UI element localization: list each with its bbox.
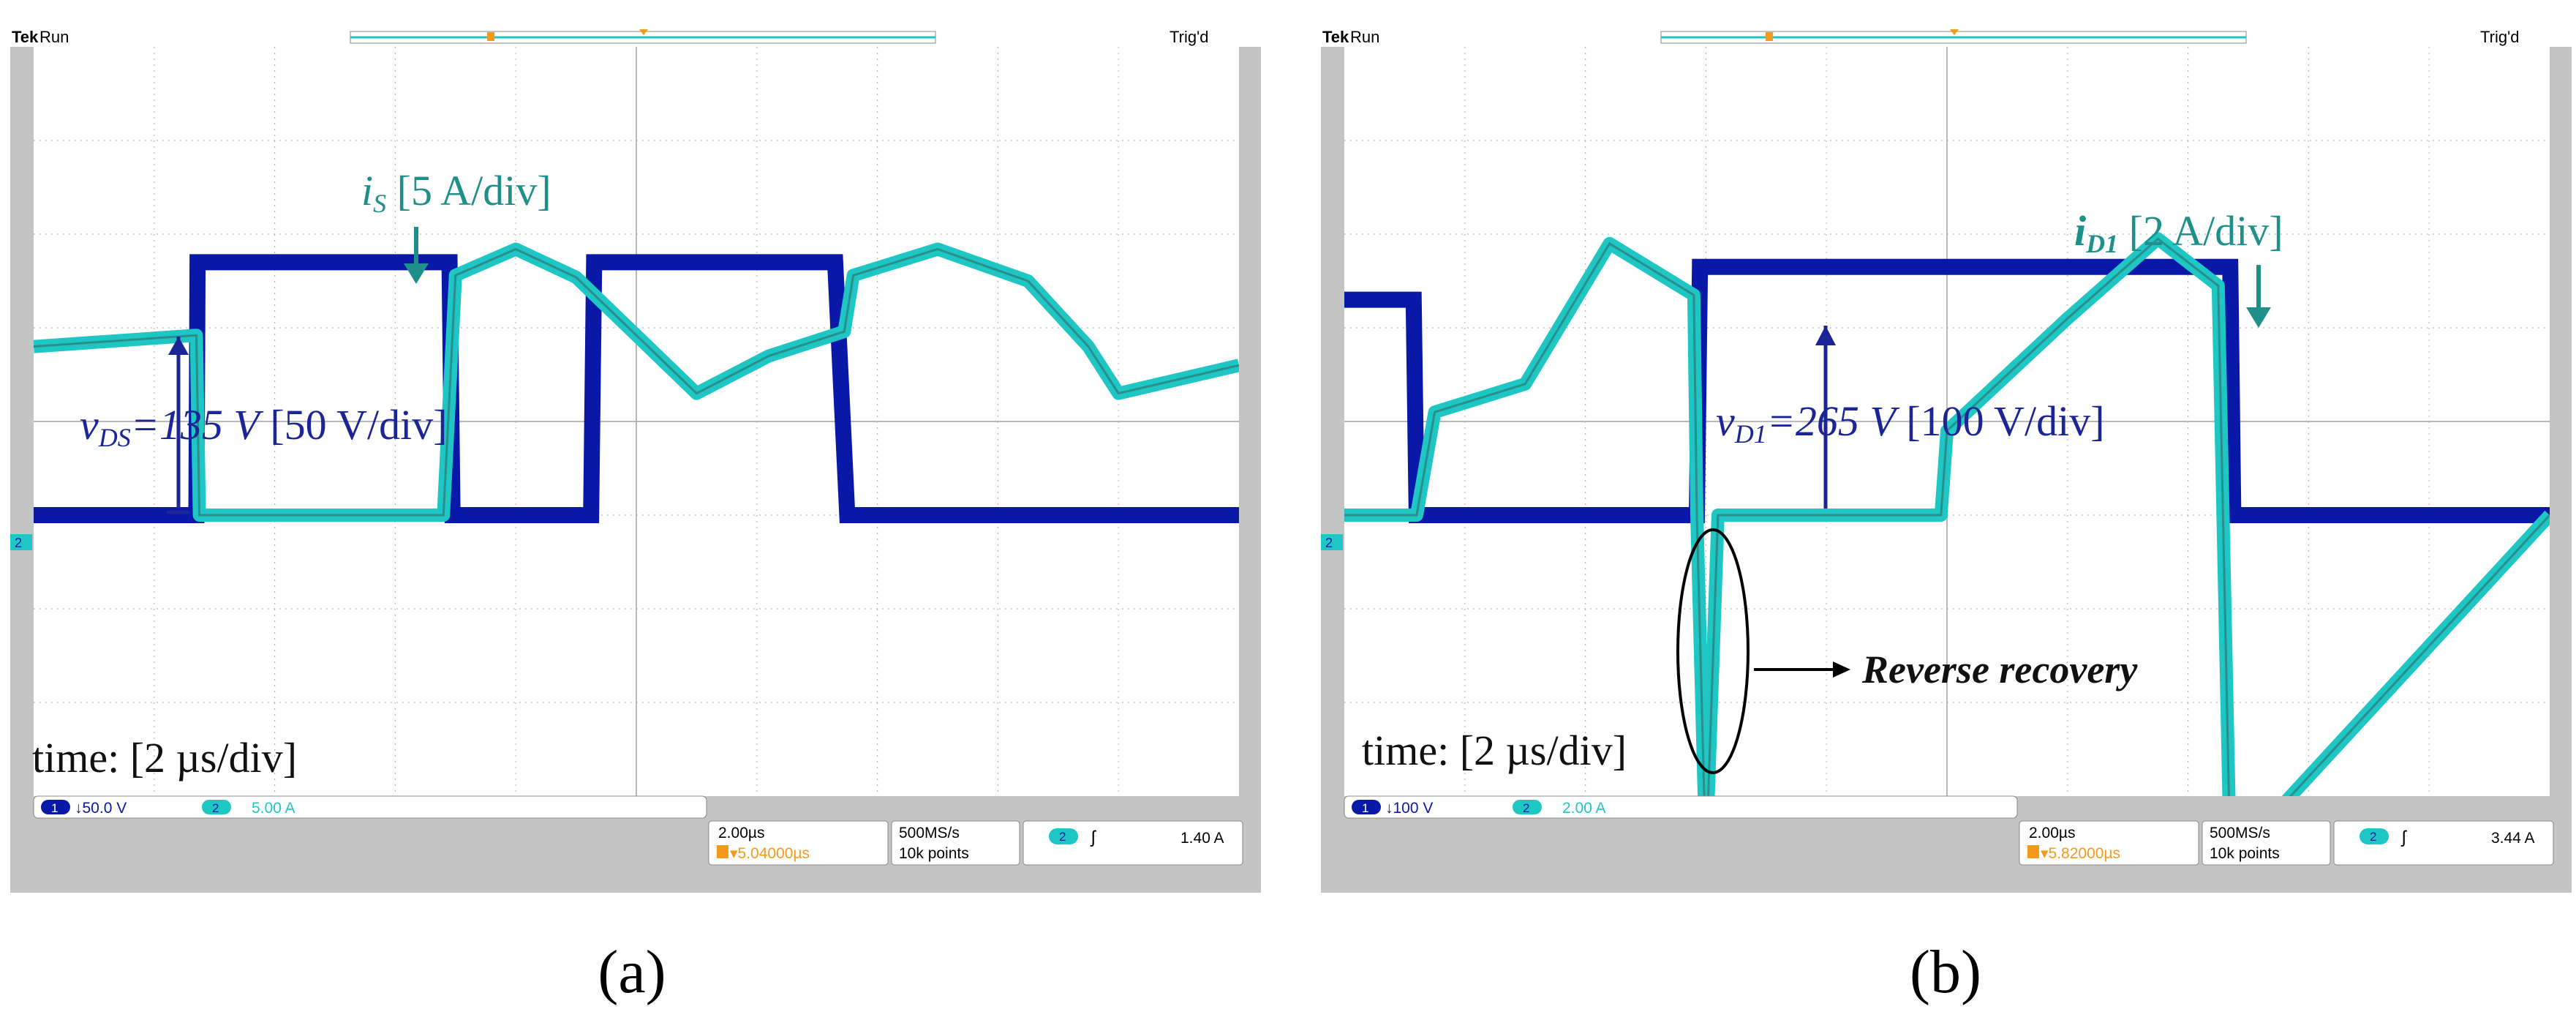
voltage-arrowhead-up-icon xyxy=(1815,326,1836,345)
ch2-ground-marker xyxy=(1321,534,1343,550)
trigger-source-badge xyxy=(1049,828,1078,844)
ch1-badge xyxy=(1352,800,1381,814)
scope-screen-b: Tek Run Trig'd T 2 iD1 [2 A/div] vD1=265… xyxy=(1321,28,2572,893)
series-vds-trace xyxy=(34,254,1239,523)
channel-readout-box xyxy=(1344,795,2018,819)
expansion-point-icon xyxy=(1950,29,1959,35)
ch2-scale: 2.00 A xyxy=(1562,800,1606,817)
current-annotation: iS [5 A/div] xyxy=(361,167,551,218)
ch1-scale: ↓100 V xyxy=(1385,800,1433,817)
timebase: 2.00µs xyxy=(718,825,764,841)
ch2-badge-num: 2 xyxy=(212,801,219,815)
trigger-slope-icon: ʃ xyxy=(2400,828,2407,847)
reverse-recovery-arrowhead-icon xyxy=(1833,661,1850,678)
acquisition-box xyxy=(2202,820,2331,866)
record-length: 10k points xyxy=(899,845,969,862)
series-is-trace-core xyxy=(34,247,1239,517)
trigger-position: ▾5.04000µs xyxy=(730,845,810,862)
ch1-scale: ↓50.0 V xyxy=(75,800,127,817)
trigger-box xyxy=(2333,820,2554,866)
ch1-badge-num: 1 xyxy=(1362,801,1368,815)
trigger-position: ▾5.82000µs xyxy=(2041,845,2120,862)
trig-pos-t-icon xyxy=(717,845,728,858)
trigger-level: 3.44 A xyxy=(2491,830,2535,847)
trig-pos-t-icon xyxy=(2027,845,2039,858)
current-arrowhead-icon xyxy=(2246,307,2271,328)
panel-label-b: (b) xyxy=(1910,938,1981,1006)
record-length: 10k points xyxy=(2210,845,2280,862)
ch2-ground-marker xyxy=(10,534,32,550)
ch2-ground-text: 2 xyxy=(15,536,22,550)
expansion-point-icon xyxy=(639,29,648,35)
tek-brand: Tek xyxy=(1322,29,1349,46)
voltage-arrowhead-up-icon xyxy=(168,337,189,355)
sample-rate: 500MS/s xyxy=(899,825,960,841)
ch2-ground-text: 2 xyxy=(1325,536,1333,550)
timebase: 2.00µs xyxy=(2029,825,2075,841)
trigger-source: 2 xyxy=(1059,830,1066,844)
voltage-annotation: vD1=265 V [100 V/div] xyxy=(1716,397,2105,449)
current-annotation: iD1 [2 A/div] xyxy=(2074,207,2283,258)
trigger-source-badge xyxy=(2360,828,2389,844)
trigger-level: 1.40 A xyxy=(1180,830,1224,847)
tek-brand: Tek xyxy=(12,29,39,46)
trigger-slope-icon: ʃ xyxy=(1090,828,1096,847)
ch1-badge xyxy=(41,800,70,814)
trigger-position-marker xyxy=(487,32,494,41)
run-status: Run xyxy=(1350,29,1379,46)
timebase-box xyxy=(708,820,889,866)
trigger-position-marker xyxy=(1766,32,1773,41)
sample-rate: 500MS/s xyxy=(2210,825,2270,841)
series-id1-trace-core xyxy=(1344,237,2550,796)
series-vd1-trace xyxy=(1344,258,2550,523)
scope-svg-a: Tek Run Trig'd T 2 iS [5 A/div] vDS=1 xyxy=(10,28,1261,866)
trigger-status: Trig'd xyxy=(2480,29,2520,46)
run-status: Run xyxy=(39,29,69,46)
trigger-status: Trig'd xyxy=(1170,29,1209,46)
acquisition-box xyxy=(891,820,1020,866)
scope-svg-b: Tek Run Trig'd T 2 iD1 [2 A/div] vD1=265… xyxy=(1321,28,2572,866)
graticule-grid xyxy=(34,47,1239,796)
current-arrowhead-icon xyxy=(404,263,429,284)
time-annotation: time: [2 µs/div] xyxy=(1362,727,1627,774)
scope-screen-a: Tek Run Trig'd T 2 iS [5 A/div] vDS=1 xyxy=(10,28,1261,893)
trigger-box xyxy=(1023,820,1243,866)
trigger-source: 2 xyxy=(2370,830,2376,844)
ch1-badge-num: 1 xyxy=(51,801,58,815)
time-annotation: time: [2 µs/div] xyxy=(32,734,297,781)
reverse-recovery-ellipse xyxy=(1676,528,1750,774)
voltage-annotation: vDS=135 V [50 V/div] xyxy=(80,401,448,452)
timebase-box xyxy=(2019,820,2199,866)
channel-readout-box xyxy=(33,795,707,819)
ch2-badge xyxy=(1513,800,1542,814)
ch2-badge-num: 2 xyxy=(1523,801,1529,815)
panel-label-a: (a) xyxy=(598,938,666,1006)
ch2-scale: 5.00 A xyxy=(252,800,295,817)
ch2-badge xyxy=(202,800,231,814)
reverse-recovery-label: Reverse recovery xyxy=(1861,648,2138,691)
